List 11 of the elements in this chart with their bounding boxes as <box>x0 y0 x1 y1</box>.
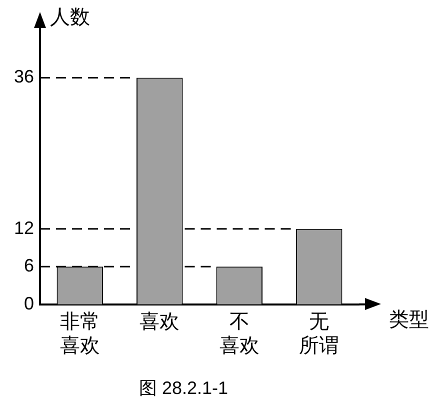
y-tick-label: 0 <box>24 293 34 314</box>
y-axis-title: 人数 <box>50 6 90 29</box>
x-tick-label: 不喜欢 <box>219 310 260 357</box>
x-tick-label: 喜欢 <box>140 310 180 333</box>
x-tick-label: 无所谓 <box>299 310 340 357</box>
y-tick-label: 12 <box>14 218 34 238</box>
y-tick-label: 6 <box>24 256 34 276</box>
x-axis-title: 类型 <box>389 308 429 331</box>
x-tick-label: 非常喜欢 <box>60 310 100 357</box>
text: 图 28.2.1-1 <box>138 378 228 398</box>
y-tick-label: 36 <box>14 66 34 87</box>
